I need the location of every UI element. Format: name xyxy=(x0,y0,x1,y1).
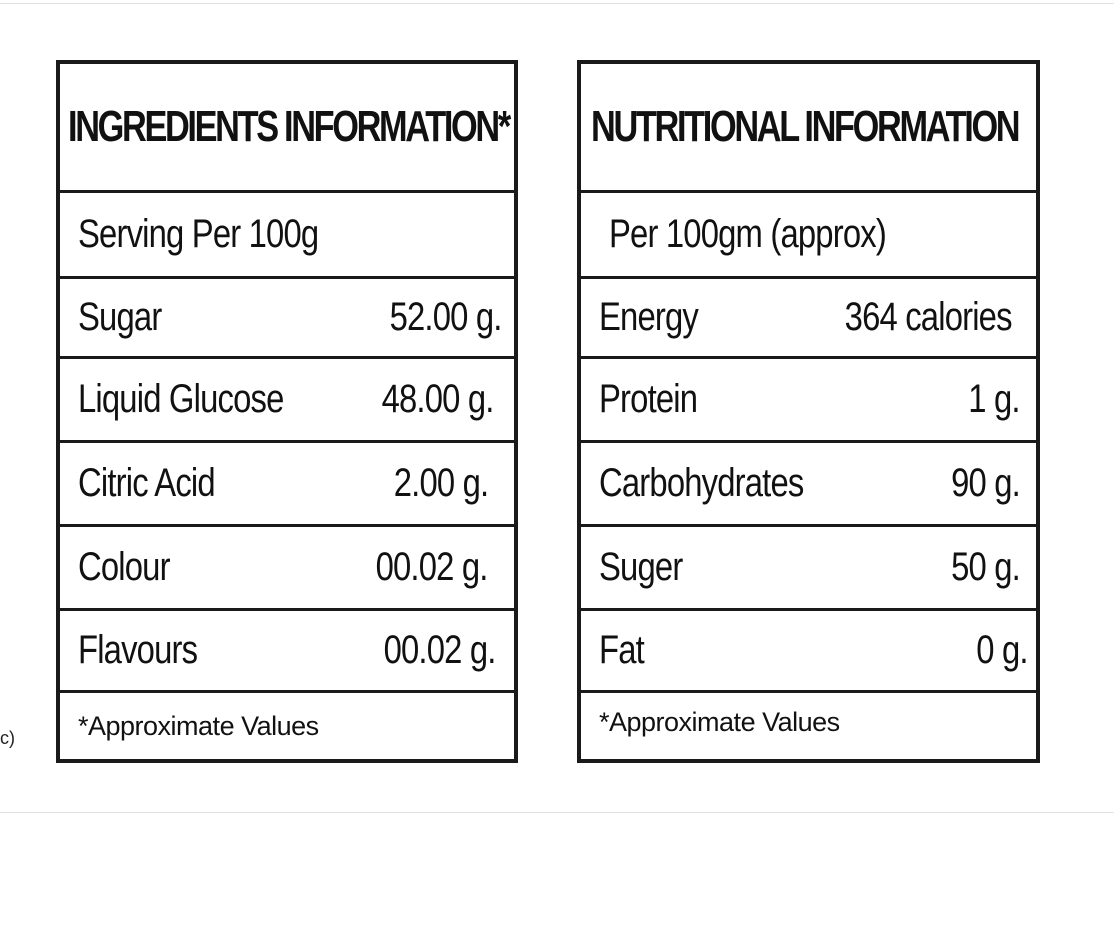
ingredient-name: Sugar xyxy=(78,295,162,339)
table-row: Colour 00.02 g. xyxy=(60,527,514,611)
table-row: Citric Acid 2.00 g. xyxy=(60,443,514,527)
nutrient-name: Protein xyxy=(599,377,698,421)
ingredient-name: Liquid Glucose xyxy=(78,377,284,421)
ingredients-footnote: *Approximate Values xyxy=(78,710,319,741)
table-row: Flavours 00.02 g. xyxy=(60,611,514,693)
ingredient-name: Flavours xyxy=(78,628,198,672)
ingredients-footnote-row: *Approximate Values xyxy=(60,693,514,759)
nutrient-name: Energy xyxy=(599,295,699,339)
nutrition-serving-row: Per 100gm (approx) xyxy=(581,193,1036,279)
clipped-text-fragment: c) xyxy=(0,728,15,748)
nutrition-table: NUTRITIONAL INFORMATION Per 100gm (appro… xyxy=(577,60,1040,763)
nutrient-name: Suger xyxy=(599,545,683,589)
nutrition-header-row: NUTRITIONAL INFORMATION xyxy=(581,64,1036,193)
table-row: Liquid Glucose 48.00 g. xyxy=(60,359,514,443)
nutrition-title: NUTRITIONAL INFORMATION xyxy=(591,102,1021,151)
ingredient-amount: 00.02 g. xyxy=(376,545,489,589)
top-divider xyxy=(0,3,1114,4)
nutrient-name: Carbohydrates xyxy=(599,461,804,505)
ingredient-name: Colour xyxy=(78,545,171,589)
table-row: Suger 50 g. xyxy=(581,527,1036,611)
nutrient-amount: 0 g. xyxy=(976,628,1029,672)
ingredients-title: INGREDIENTS INFORMATION* xyxy=(68,102,511,151)
nutrition-footnote: *Approximate Values xyxy=(599,707,840,737)
nutrient-amount: 90 g. xyxy=(951,461,1021,505)
ingredient-amount: 52.00 g. xyxy=(390,295,503,339)
table-row: Protein 1 g. xyxy=(581,359,1036,443)
ingredient-amount: 48.00 g. xyxy=(382,377,495,421)
ingredients-header-row: INGREDIENTS INFORMATION* xyxy=(60,64,514,193)
nutrition-footnote-row: *Approximate Values xyxy=(581,693,1036,759)
table-row: Carbohydrates 90 g. xyxy=(581,443,1036,527)
nutrient-amount: 364 calories xyxy=(844,295,1013,339)
table-row: Fat 0 g. xyxy=(581,611,1036,693)
ingredient-amount: 2.00 g. xyxy=(393,461,488,505)
ingredient-name: Citric Acid xyxy=(78,461,216,505)
nutrient-amount: 50 g. xyxy=(951,545,1021,589)
nutrient-amount: 1 g. xyxy=(968,377,1021,421)
table-row: Sugar 52.00 g. xyxy=(60,279,514,359)
ingredient-amount: 00.02 g. xyxy=(384,628,497,672)
nutrition-serving: Per 100gm (approx) xyxy=(609,212,887,256)
bottom-divider xyxy=(0,812,1114,813)
ingredients-serving: Serving Per 100g xyxy=(78,212,319,256)
nutrient-name: Fat xyxy=(599,628,645,672)
ingredients-table: INGREDIENTS INFORMATION* Serving Per 100… xyxy=(56,60,518,763)
table-row: Energy 364 calories xyxy=(581,279,1036,359)
ingredients-serving-row: Serving Per 100g xyxy=(60,193,514,279)
